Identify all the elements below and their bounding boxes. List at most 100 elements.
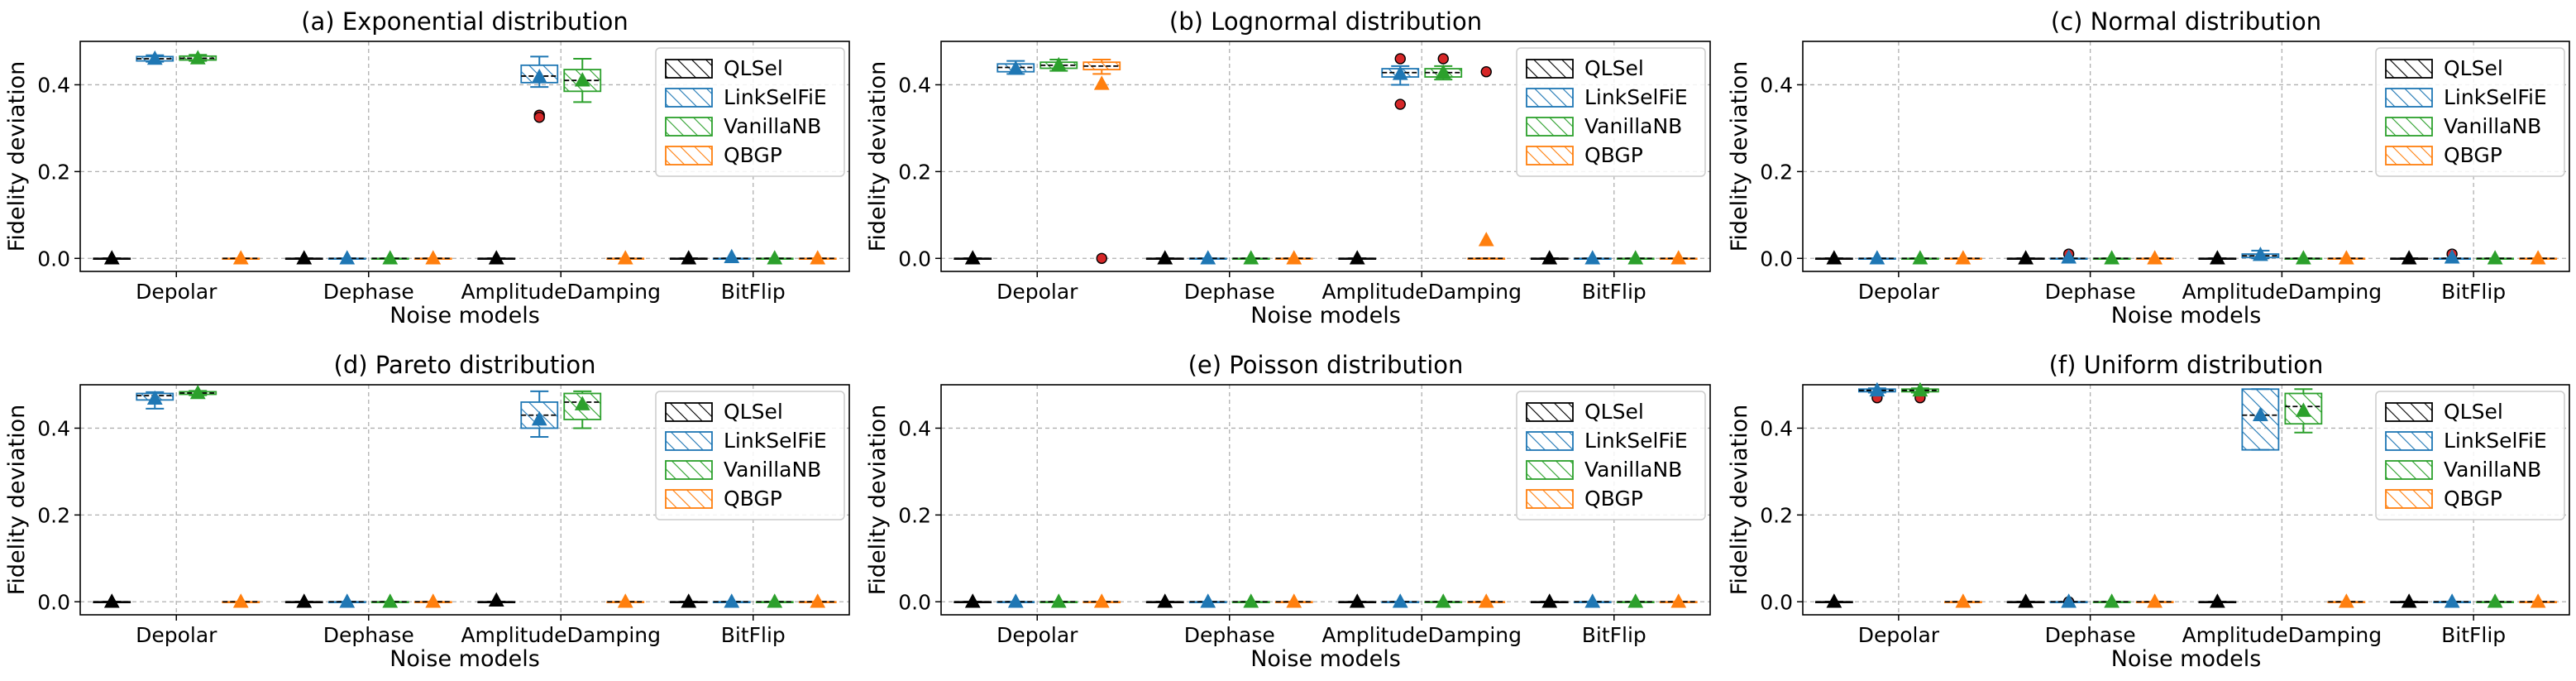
legend-swatch: [665, 88, 713, 108]
mean-marker: [2295, 250, 2311, 265]
mean-marker: [339, 593, 356, 608]
x-tick-label: BitFlip: [721, 623, 786, 647]
mean-marker: [1157, 250, 1173, 265]
box-qlsel-dephase: [2006, 593, 2045, 608]
mean-marker: [1826, 250, 1842, 265]
legend-frame: [1516, 391, 1706, 520]
box-qlsel-bitflip: [2390, 250, 2429, 265]
box-linkselfie-depolar: [996, 593, 1035, 608]
mean-marker: [1541, 250, 1558, 265]
panel-6: (f) Uniform distribution 0.0 0.2 0.4 Depolar…: [1727, 351, 2570, 672]
legend-swatch: [2385, 431, 2433, 451]
box-qbgp-dephase: [1274, 593, 1313, 608]
mean-marker: [2444, 593, 2460, 608]
legend-swatch: [2385, 460, 2433, 480]
legend-swatch: [2385, 489, 2433, 509]
box-qlsel-amplitudedamping: [1338, 250, 1377, 265]
box-linkselfie-dephase: [1188, 250, 1227, 265]
box-qlsel-dephase: [1145, 250, 1184, 265]
mean-marker: [617, 593, 633, 608]
mean-marker: [2104, 593, 2120, 608]
legend-item-qbgp: QBGP: [665, 143, 782, 167]
mean-marker: [2209, 250, 2225, 265]
mean-marker: [1955, 593, 1971, 608]
legend-label: VanillaNB: [2444, 114, 2541, 138]
x-axis-label: Noise models: [1250, 646, 1401, 672]
y-tick-label: 0.0: [898, 247, 931, 271]
legend-item-linkselfie: LinkSelFiE: [2385, 85, 2547, 109]
legend-swatch: [2385, 402, 2433, 422]
axes-frame: [79, 41, 850, 272]
y-tick-label: 0.2: [37, 503, 70, 527]
legend-item-qbgp: QBGP: [2385, 143, 2502, 167]
box-qlsel-depolar: [953, 593, 992, 608]
box-linkselfie-dephase: [327, 250, 366, 265]
mean-marker: [2295, 402, 2311, 417]
panel-title: (f) Uniform distribution: [2049, 351, 2324, 379]
mean-marker: [488, 250, 504, 265]
mean-marker: [1200, 593, 1216, 608]
mean-marker: [964, 250, 981, 265]
x-tick-label: Dephase: [1184, 623, 1275, 647]
chart-panels: (a) Exponential distribution 0.0 0.2 0.4 Dep…: [4, 7, 2570, 672]
mean-marker: [425, 250, 442, 265]
box-qlsel-depolar: [1814, 593, 1853, 608]
legend-swatch: [1526, 431, 1574, 451]
legend-swatch: [665, 59, 713, 79]
panel-2: (b) Lognormal distribution 0.0 0.2 0.4 Depol…: [865, 7, 1711, 329]
legend-item-qlsel: QLSel: [2385, 56, 2503, 80]
legend-label: QBGP: [1584, 487, 1643, 511]
mean-marker: [232, 250, 249, 265]
x-axis-label: Noise models: [390, 303, 540, 329]
legend: QLSel LinkSelFiE VanillaNB QBGP: [1516, 391, 1706, 520]
mean-marker: [1286, 593, 1302, 608]
x-tick-label: Depolar: [996, 623, 1078, 647]
y-axis-label: Fidelity deviation: [4, 61, 30, 252]
y-tick-label: 0.2: [898, 160, 931, 184]
y-tick-label: 0.4: [898, 73, 931, 97]
legend-label: QBGP: [724, 143, 782, 167]
y-tick-label: 0.2: [898, 503, 931, 527]
y-axis-label: Fidelity deviation: [865, 61, 891, 252]
legend-label: LinkSelFiE: [724, 85, 827, 109]
box-qbgp-depolar: [1943, 593, 1982, 608]
panel-1: (a) Exponential distribution 0.0 0.2 0.4 Dep…: [4, 7, 850, 329]
mean-marker: [103, 250, 120, 265]
box-qbgp-dephase: [1274, 250, 1313, 265]
legend-swatch: [1526, 117, 1574, 137]
mean-marker: [2061, 593, 2077, 608]
mean-marker: [488, 592, 504, 607]
outlier-point: [1437, 53, 1449, 65]
box-vanillanb-dephase: [1231, 250, 1270, 265]
box-qlsel-bitflip: [669, 250, 708, 265]
mean-marker: [1157, 593, 1173, 608]
mean-marker: [2401, 593, 2417, 608]
box-qlsel-bitflip: [1530, 250, 1569, 265]
legend-swatch: [2385, 59, 2433, 79]
y-tick-label: 0.4: [1760, 73, 1793, 97]
legend: QLSel LinkSelFiE VanillaNB QBGP: [2375, 391, 2565, 520]
box-qlsel-amplitudedamping: [2198, 250, 2237, 265]
box-qbgp-amplitudedamping: [1467, 593, 1506, 608]
mean-marker: [1243, 593, 1259, 608]
box-vanillanb-depolar: [1039, 56, 1078, 72]
mean-marker: [1869, 381, 1885, 397]
box-qlsel-bitflip: [1530, 593, 1569, 608]
mean-marker: [1955, 250, 1971, 265]
mean-marker: [1584, 250, 1601, 265]
box-qbgp-depolar: [222, 250, 260, 265]
box-linkselfie-dephase: [2049, 248, 2088, 264]
box-linkselfie-depolar: [1857, 250, 1896, 265]
panel-4: (d) Pareto distribution 0.0 0.2 0.4 Depolar D…: [4, 351, 850, 672]
x-tick-label: Dephase: [1184, 280, 1275, 304]
legend-swatch: [665, 489, 713, 509]
y-tick-label: 0.0: [1760, 247, 1793, 271]
box-vanillanb-dephase: [1231, 593, 1270, 608]
box-qbgp-amplitudedamping: [2327, 250, 2366, 265]
box-vanillanb-depolar: [1900, 381, 1939, 404]
mean-marker: [2530, 250, 2546, 265]
legend-label: QBGP: [1584, 143, 1643, 167]
legend-label: QLSel: [1584, 400, 1644, 424]
mean-marker: [1912, 381, 1928, 397]
x-tick-label: Dephase: [2045, 280, 2136, 304]
